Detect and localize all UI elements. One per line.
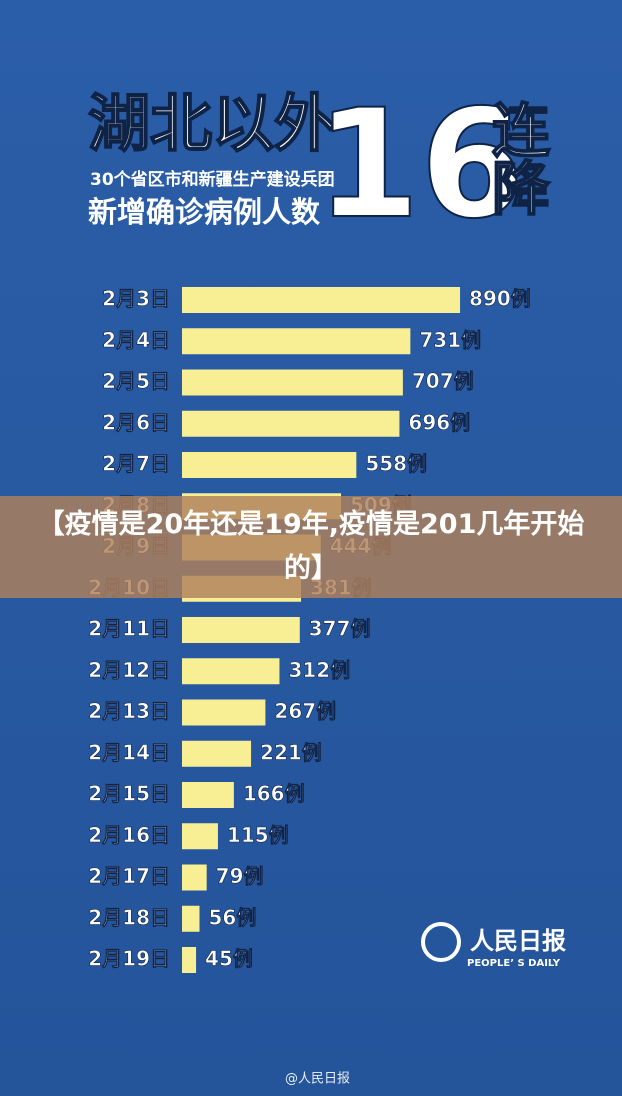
value-label: 377例 xyxy=(309,617,371,641)
bar xyxy=(182,410,400,437)
badge-text: 连降 xyxy=(482,100,550,216)
category-label: 2月18日 xyxy=(88,905,170,929)
value-label: 696例 xyxy=(408,410,470,434)
value-label: 890例 xyxy=(469,287,531,311)
logo-en: PEOPLE’ S DAILY xyxy=(467,958,561,969)
bar xyxy=(182,782,234,808)
watermark: @人民日报 xyxy=(285,1072,350,1087)
category-label: 2月17日 xyxy=(88,864,170,888)
heading: 新增确诊病例人数 xyxy=(88,195,321,229)
value-label: 731例 xyxy=(419,328,481,352)
value-label: 166例 xyxy=(243,782,305,806)
category-label: 2月19日 xyxy=(88,947,170,971)
category-label: 2月6日 xyxy=(102,410,170,434)
category-label: 2月14日 xyxy=(88,740,170,764)
subtitle: 30个省区市和新疆生产建设兵团 xyxy=(90,169,335,190)
value-label: 558例 xyxy=(365,452,427,476)
category-label: 2月11日 xyxy=(88,617,170,641)
logo-icon xyxy=(421,922,461,962)
category-label: 2月3日 xyxy=(102,287,170,311)
category-label: 2月7日 xyxy=(102,452,170,476)
value-label: 707例 xyxy=(412,369,474,393)
category-label: 2月15日 xyxy=(88,782,170,806)
logo: 人民日报 xyxy=(470,927,566,955)
bar xyxy=(182,658,280,685)
bar xyxy=(182,452,357,478)
bar xyxy=(182,864,207,891)
bar xyxy=(182,287,461,313)
category-label: 2月13日 xyxy=(88,699,170,723)
bar xyxy=(182,699,266,726)
badge-number: 16 xyxy=(316,78,525,252)
bar xyxy=(182,328,411,355)
category-label: 2月12日 xyxy=(88,658,170,682)
category-label: 2月4日 xyxy=(102,328,170,352)
bar xyxy=(182,369,403,396)
value-label: 221例 xyxy=(260,740,322,764)
value-label: 115例 xyxy=(227,823,289,847)
category-label: 2月5日 xyxy=(102,369,170,393)
chart-title: 湖北以外 xyxy=(88,87,336,160)
bar xyxy=(182,947,197,973)
value-label: 56例 xyxy=(208,905,256,929)
bar xyxy=(182,617,300,643)
value-label: 312例 xyxy=(288,658,350,682)
bar xyxy=(182,905,200,932)
value-label: 267例 xyxy=(274,699,336,723)
category-label: 2月16日 xyxy=(88,823,170,847)
banner: 【疫情是20年还是19年,疫情是201几年开始的】 xyxy=(0,496,622,598)
value-label: 45例 xyxy=(205,947,253,971)
bar xyxy=(182,823,218,850)
value-label: 79例 xyxy=(216,864,264,888)
bar xyxy=(182,740,252,767)
